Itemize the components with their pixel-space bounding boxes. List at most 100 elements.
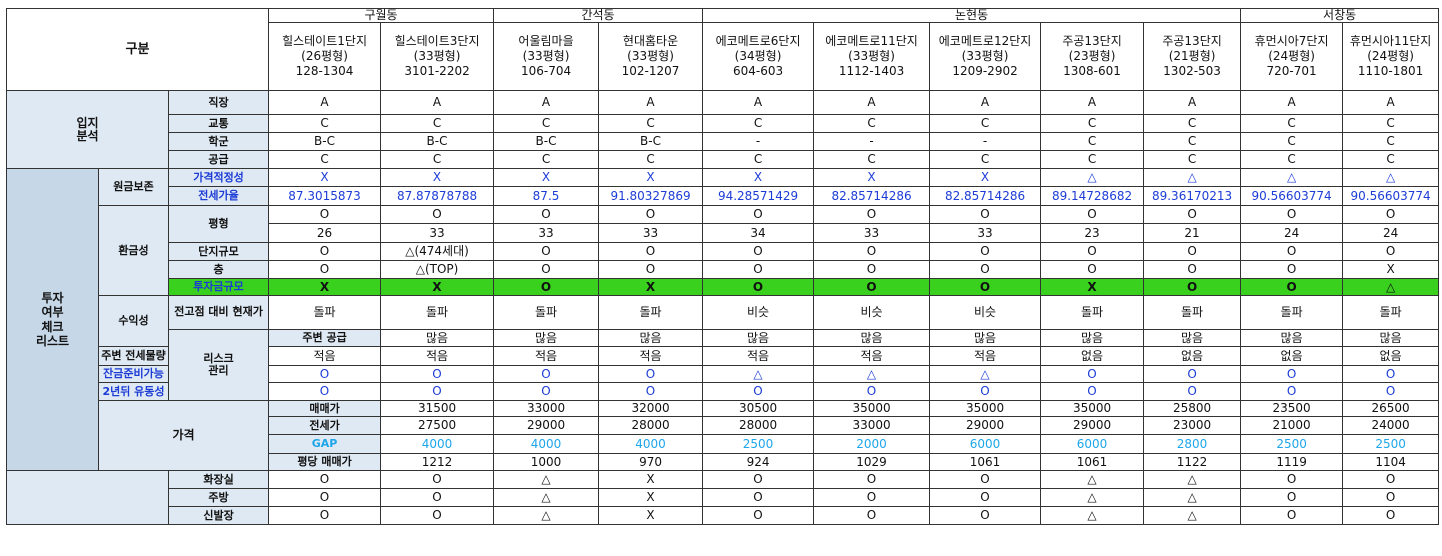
table-cell: O xyxy=(929,260,1042,279)
table-cell: 비슷 xyxy=(929,295,1042,330)
table-cell: O xyxy=(1240,260,1344,279)
table-cell: C xyxy=(598,150,704,169)
table-cell: 많음 xyxy=(1240,329,1344,347)
table-cell: △ xyxy=(493,506,600,525)
table-cell: O xyxy=(1342,470,1440,489)
table-cell: 1212 xyxy=(380,453,495,471)
table-cell: O xyxy=(1143,205,1242,224)
table-cell: 2500 xyxy=(702,434,815,454)
table-cell: O xyxy=(702,382,815,401)
complex-header: 어울림마을 (33평형) 106-704 xyxy=(493,22,600,91)
table-cell: 23500 xyxy=(1240,400,1344,417)
table-cell: 많음 xyxy=(702,329,815,347)
table-cell: 적음 xyxy=(493,346,600,366)
complex-header: 힐스테이트3단지 (33평형) 3101-2202 xyxy=(380,22,495,91)
complex-header: 에코메트로12단지 (33평형) 1209-2902 xyxy=(929,22,1042,91)
table-cell: 25800 xyxy=(1143,400,1242,417)
table-row-highlight: 투자금규모 X X O X O O O X O O △ xyxy=(7,278,1440,296)
complex-size: (33평형) xyxy=(961,49,1009,63)
table-cell: 2800 xyxy=(1143,434,1242,454)
table-cell: C xyxy=(268,150,382,169)
row-label: 주변 전세물량 xyxy=(98,346,169,366)
row-label: 신발장 xyxy=(167,506,270,525)
table-cell: O xyxy=(268,382,382,401)
table-cell: 1061 xyxy=(1040,453,1145,471)
table-cell: O xyxy=(598,205,704,224)
table-cell: O xyxy=(380,506,495,525)
table-cell: 돌파 xyxy=(493,295,600,330)
table-cell: △ xyxy=(1040,506,1145,525)
table-cell: 4000 xyxy=(493,434,600,454)
table-cell: 1119 xyxy=(1240,453,1344,471)
table-cell: C xyxy=(1143,132,1242,151)
table-cell: O xyxy=(1240,506,1344,525)
table-cell: 1000 xyxy=(493,453,600,471)
table-cell: 33000 xyxy=(493,400,600,417)
table-cell: O xyxy=(702,260,815,279)
table-cell: 없음 xyxy=(1342,346,1440,366)
table-cell: 970 xyxy=(598,453,704,471)
table-cell: △ xyxy=(493,488,600,507)
table-cell: 94.28571429 xyxy=(702,186,815,206)
complex-unit: 128-1304 xyxy=(295,64,354,78)
table-cell: 87.5 xyxy=(493,186,600,206)
complex-unit: 720-701 xyxy=(1266,64,1317,78)
complex-header: 힐스테이트1단지 (26평형) 128-1304 xyxy=(268,22,382,91)
table-cell: X xyxy=(493,168,600,187)
row-label: 평당 매매가 xyxy=(268,453,382,471)
table-cell: A xyxy=(598,90,704,115)
table-cell: △ xyxy=(1040,488,1145,507)
table-row: 26 33 33 33 34 33 33 23 21 24 24 xyxy=(7,223,1440,243)
row-label: 주변 공급 xyxy=(268,329,382,347)
table-cell: 29000 xyxy=(493,416,600,435)
table-cell: B-C xyxy=(598,132,704,151)
table-cell: B-C xyxy=(493,132,600,151)
row-label: 전세가 xyxy=(268,416,382,435)
corner-label: 구분 xyxy=(5,8,270,91)
table-cell: 돌파 xyxy=(598,295,704,330)
table-cell: 2500 xyxy=(1240,434,1344,454)
table-cell: 35000 xyxy=(813,400,931,417)
table-cell: 33 xyxy=(813,223,931,243)
group-principal: 원금보존 xyxy=(98,168,169,206)
table-cell: △ xyxy=(1143,168,1242,187)
row-label: 2년뒤 유동성 xyxy=(98,382,169,401)
row-label: 가격적정성 xyxy=(167,168,270,187)
complex-unit: 1110-1801 xyxy=(1357,64,1424,78)
table-cell: △ xyxy=(1342,168,1440,187)
complex-name: 에코메트로11단지 xyxy=(825,34,918,48)
complex-header: 에코메트로6단지 (34평형) 604-603 xyxy=(702,22,815,91)
row-label: GAP xyxy=(268,434,382,454)
table-row: 평당 매매가 1212 1000 970 924 1029 1061 1061 1122 111… xyxy=(7,453,1440,471)
table-cell: 23 xyxy=(1040,223,1145,243)
table-cell: 없음 xyxy=(1143,346,1242,366)
row-label: 교통 xyxy=(167,114,270,133)
table-cell: 90.56603774 xyxy=(1240,186,1344,206)
table-cell: O xyxy=(1240,242,1344,261)
table-cell: O xyxy=(702,205,815,224)
row-label: 학군 xyxy=(167,132,270,151)
table-cell: 1104 xyxy=(1342,453,1440,471)
table-cell: 89.36170213 xyxy=(1143,186,1242,206)
table-cell: O xyxy=(813,488,931,507)
table-cell: O xyxy=(1240,382,1344,401)
table-cell: O xyxy=(929,205,1042,224)
table-cell: △ xyxy=(1342,278,1440,296)
table-cell: - xyxy=(702,132,815,151)
table-cell: 돌파 xyxy=(268,295,382,330)
table-cell: 많음 xyxy=(380,329,495,347)
table-cell: 33000 xyxy=(813,416,931,435)
table-cell: △ xyxy=(702,365,815,383)
table-cell: C xyxy=(929,150,1042,169)
table-cell: 많음 xyxy=(813,329,931,347)
table-cell: O xyxy=(1240,365,1344,383)
group-guwol: 구월동 xyxy=(268,8,495,23)
table-cell: 24 xyxy=(1342,223,1440,243)
table-cell: B-C xyxy=(268,132,382,151)
table-cell: O xyxy=(702,488,815,507)
table-cell: △ xyxy=(1143,488,1242,507)
